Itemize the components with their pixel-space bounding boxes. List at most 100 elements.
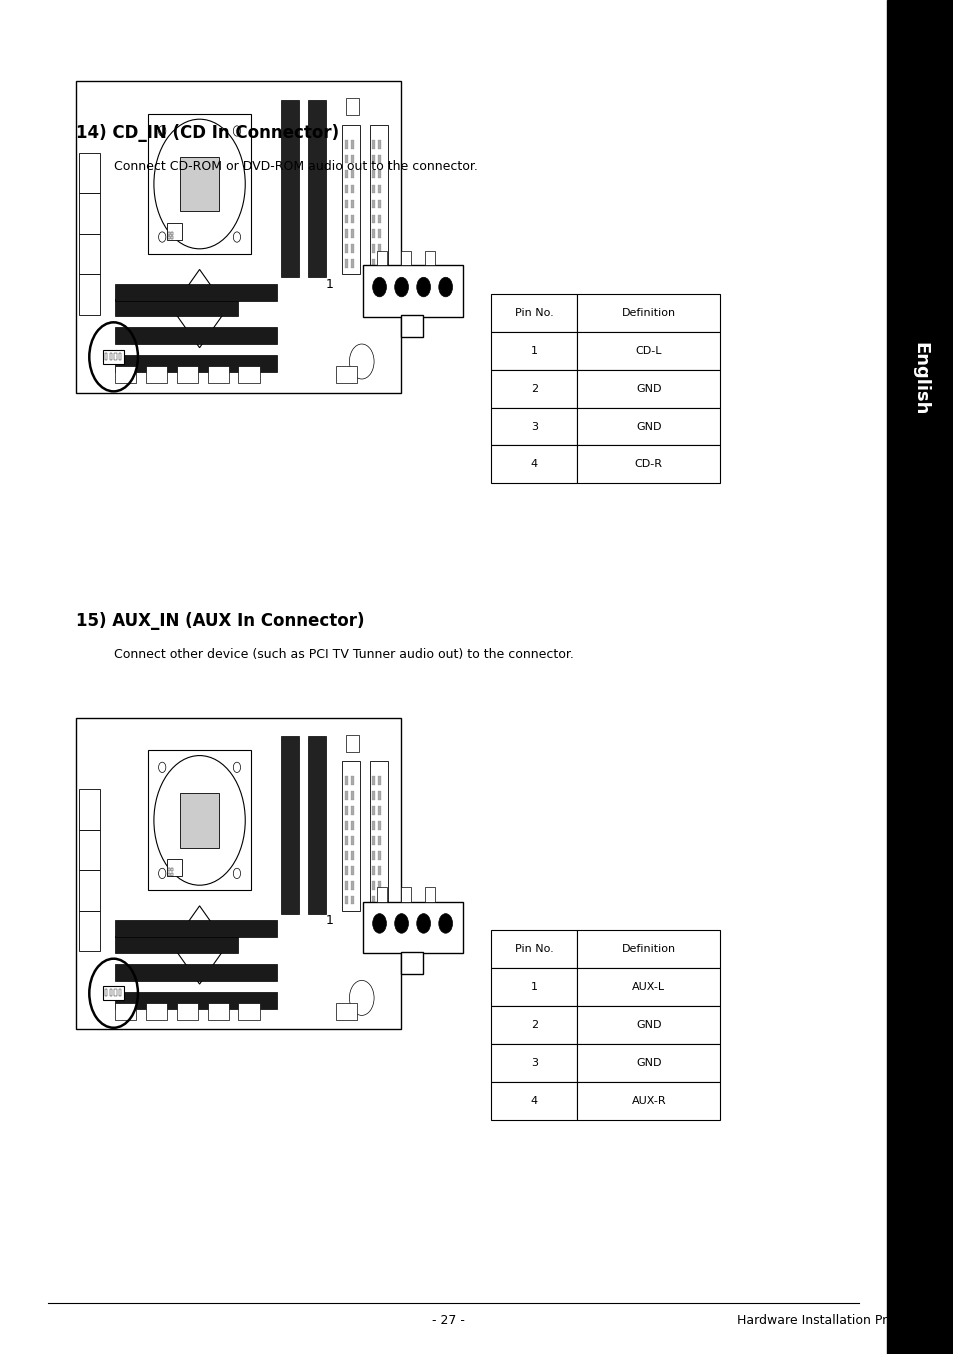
- Text: Pin No.: Pin No.: [515, 944, 553, 955]
- Bar: [335, 366, 356, 383]
- Bar: [491, 930, 577, 968]
- Bar: [280, 100, 298, 278]
- Circle shape: [153, 119, 245, 249]
- Bar: [115, 355, 277, 372]
- Bar: [345, 229, 348, 238]
- Bar: [372, 865, 375, 875]
- Bar: [491, 408, 577, 445]
- Bar: [351, 260, 354, 268]
- Polygon shape: [172, 906, 227, 984]
- Bar: [345, 169, 348, 179]
- Bar: [103, 986, 124, 1001]
- Bar: [362, 265, 462, 317]
- Bar: [308, 100, 326, 278]
- Bar: [79, 194, 100, 234]
- Circle shape: [395, 278, 408, 297]
- Bar: [372, 154, 375, 164]
- Bar: [114, 353, 116, 360]
- Bar: [345, 806, 348, 815]
- Bar: [372, 169, 375, 179]
- Bar: [577, 1082, 720, 1120]
- Text: 2: 2: [530, 383, 537, 394]
- Bar: [378, 896, 381, 904]
- Text: Pin No.: Pin No.: [515, 307, 553, 318]
- Bar: [351, 865, 354, 875]
- Bar: [378, 260, 381, 268]
- Bar: [577, 968, 720, 1006]
- Bar: [491, 294, 577, 332]
- Bar: [342, 125, 359, 275]
- Bar: [168, 232, 170, 234]
- Bar: [115, 921, 277, 937]
- Text: 4: 4: [530, 1095, 537, 1106]
- Bar: [115, 964, 277, 980]
- Text: CD-R: CD-R: [634, 459, 662, 470]
- Text: GND: GND: [636, 1020, 660, 1030]
- Bar: [378, 154, 381, 164]
- Bar: [345, 776, 348, 785]
- Bar: [351, 896, 354, 904]
- Bar: [378, 245, 381, 253]
- Bar: [400, 250, 410, 265]
- Circle shape: [158, 232, 166, 242]
- Bar: [378, 199, 381, 209]
- Text: GND: GND: [636, 421, 660, 432]
- Bar: [351, 881, 354, 890]
- Bar: [345, 896, 348, 904]
- Bar: [351, 776, 354, 785]
- Bar: [372, 245, 375, 253]
- Circle shape: [233, 762, 240, 773]
- Text: 3: 3: [530, 1057, 537, 1068]
- Bar: [378, 821, 381, 830]
- Bar: [105, 353, 108, 360]
- Bar: [351, 245, 354, 253]
- Bar: [345, 245, 348, 253]
- Bar: [400, 887, 410, 902]
- Bar: [400, 952, 422, 974]
- Bar: [345, 850, 348, 860]
- Bar: [114, 990, 116, 997]
- Bar: [372, 214, 375, 223]
- Bar: [119, 990, 121, 997]
- Bar: [176, 1002, 198, 1020]
- Bar: [345, 260, 348, 268]
- Bar: [351, 214, 354, 223]
- Polygon shape: [172, 269, 227, 348]
- Bar: [345, 184, 348, 194]
- Text: English: English: [911, 343, 928, 416]
- Bar: [491, 445, 577, 483]
- Bar: [372, 896, 375, 904]
- Bar: [577, 294, 720, 332]
- Bar: [378, 850, 381, 860]
- Circle shape: [395, 914, 408, 933]
- Bar: [76, 718, 400, 1029]
- Bar: [372, 821, 375, 830]
- Bar: [79, 871, 100, 911]
- Bar: [115, 283, 277, 301]
- Bar: [378, 169, 381, 179]
- Bar: [345, 199, 348, 209]
- Text: 15) AUX_IN (AUX In Connector): 15) AUX_IN (AUX In Connector): [76, 612, 364, 630]
- Bar: [115, 1002, 136, 1020]
- Bar: [577, 370, 720, 408]
- Bar: [886, 0, 953, 1354]
- Circle shape: [438, 914, 452, 933]
- Bar: [491, 332, 577, 370]
- Bar: [351, 806, 354, 815]
- Bar: [372, 806, 375, 815]
- Circle shape: [233, 126, 240, 137]
- Text: GND: GND: [636, 1057, 660, 1068]
- Bar: [491, 370, 577, 408]
- Bar: [110, 353, 112, 360]
- Text: - 27 -: - 27 -: [432, 1313, 464, 1327]
- Bar: [345, 835, 348, 845]
- Bar: [176, 366, 198, 383]
- Bar: [79, 830, 100, 871]
- Bar: [378, 139, 381, 149]
- Text: Definition: Definition: [621, 307, 675, 318]
- Text: AUX-L: AUX-L: [632, 982, 664, 992]
- Bar: [372, 881, 375, 890]
- Circle shape: [349, 980, 374, 1016]
- Circle shape: [158, 126, 166, 137]
- Bar: [376, 887, 386, 902]
